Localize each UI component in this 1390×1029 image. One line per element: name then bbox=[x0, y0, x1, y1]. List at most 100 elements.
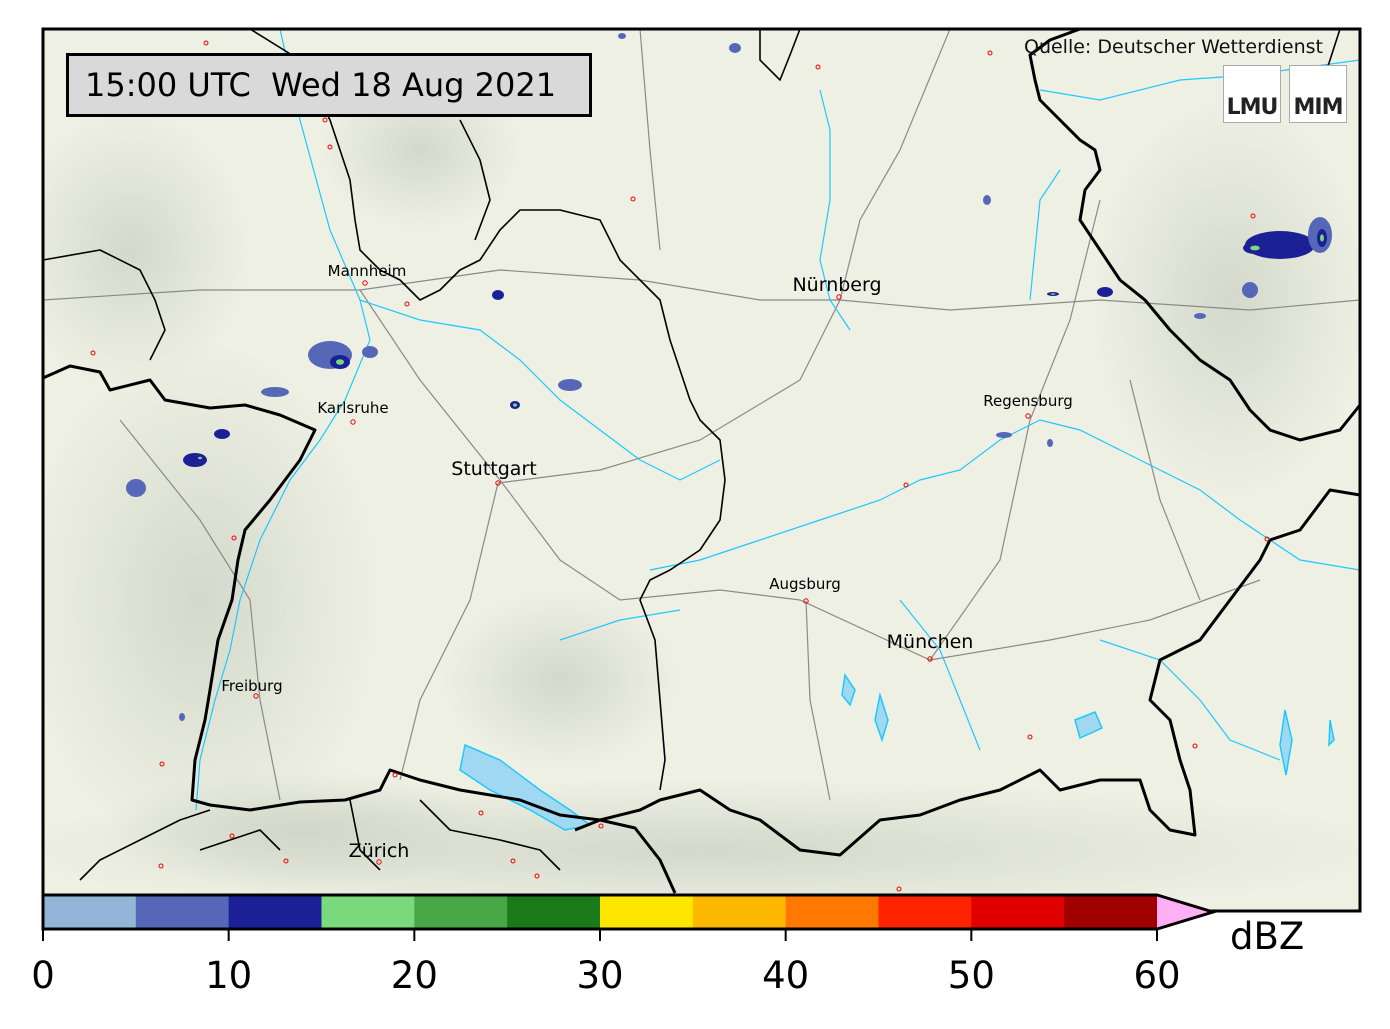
lake bbox=[841, 672, 856, 707]
mim-logo: MIM bbox=[1289, 65, 1347, 123]
city-label: Regensburg bbox=[983, 392, 1073, 410]
city-label: Freiburg bbox=[221, 677, 283, 695]
radar-echoes bbox=[126, 33, 1332, 721]
city-markers bbox=[90, 40, 1270, 892]
city-label: Augsburg bbox=[769, 575, 841, 593]
radar-echo bbox=[214, 429, 230, 439]
town-dot bbox=[896, 886, 902, 892]
city-dot bbox=[362, 280, 368, 286]
colorbar-outline bbox=[41, 893, 1219, 931]
lake bbox=[874, 692, 889, 743]
rivers bbox=[195, 29, 1360, 811]
radar-echo bbox=[126, 479, 146, 497]
colorbar bbox=[41, 893, 1219, 941]
radar-echo bbox=[618, 33, 626, 39]
colorbar-tick-label: 30 bbox=[576, 954, 624, 997]
source-credit: Quelle: Deutscher Wetterdienst bbox=[1024, 36, 1323, 58]
town-dot bbox=[478, 810, 484, 816]
city-dot bbox=[350, 419, 356, 425]
radar-echo bbox=[996, 432, 1012, 438]
radar-echo bbox=[1194, 313, 1206, 319]
city-label: Stuttgart bbox=[451, 458, 537, 480]
town-dot bbox=[534, 873, 540, 879]
colorbar-extend-arrow bbox=[1157, 895, 1213, 929]
colorbar-tick-label: 40 bbox=[762, 954, 810, 997]
colorbar-bin bbox=[43, 895, 137, 929]
town-dot bbox=[598, 823, 604, 829]
radar-echo-core bbox=[1320, 234, 1324, 242]
colorbar-tick-label: 50 bbox=[947, 954, 995, 997]
radar-echo bbox=[261, 387, 289, 397]
colorbar-bin bbox=[971, 895, 1065, 929]
town-dot bbox=[159, 761, 165, 767]
town-dot bbox=[1192, 743, 1198, 749]
colorbar-bin bbox=[785, 895, 879, 929]
city-dot bbox=[376, 859, 382, 865]
colorbar-tick-label: 60 bbox=[1133, 954, 1181, 997]
town-dot bbox=[322, 117, 328, 123]
lmu-logo: LMU bbox=[1223, 65, 1281, 123]
town-dot bbox=[229, 833, 235, 839]
city-dot bbox=[803, 598, 809, 604]
town-dot bbox=[1264, 536, 1270, 542]
terrain-shading bbox=[43, 70, 1360, 911]
radar-echo bbox=[1047, 439, 1053, 447]
radar-echo bbox=[1097, 287, 1113, 297]
colorbar-unit: dBZ bbox=[1230, 915, 1305, 958]
town-dot bbox=[815, 64, 821, 70]
lake bbox=[1328, 719, 1335, 747]
lake bbox=[1279, 709, 1293, 776]
radar-echo-core bbox=[1050, 293, 1056, 295]
town-dot bbox=[630, 196, 636, 202]
town-dot bbox=[158, 863, 164, 869]
colorbar-tick-label: 10 bbox=[205, 954, 253, 997]
city-label: München bbox=[886, 631, 974, 653]
borders bbox=[43, 29, 1360, 894]
city-dot bbox=[495, 480, 501, 486]
colorbar-bin bbox=[507, 895, 601, 929]
radar-echo-core bbox=[513, 403, 517, 407]
city-label: Zürich bbox=[348, 840, 410, 862]
city-dot bbox=[836, 294, 842, 300]
colorbar-bin bbox=[600, 895, 694, 929]
radar-echo bbox=[1242, 282, 1258, 298]
town-dot bbox=[987, 50, 993, 56]
radar-echo-core bbox=[336, 359, 344, 365]
town-dot bbox=[404, 301, 410, 307]
city-dot bbox=[927, 656, 933, 662]
timestamp-label: 15:00 UTC Wed 18 Aug 2021 bbox=[66, 53, 592, 117]
city-label: Karlsruhe bbox=[317, 399, 389, 417]
colorbar-tick-label: 20 bbox=[390, 954, 438, 997]
town-dot bbox=[283, 858, 289, 864]
city-dot bbox=[1025, 413, 1031, 419]
radar-echo bbox=[362, 346, 378, 358]
radar-echo bbox=[729, 43, 741, 53]
colorbar-bin bbox=[135, 895, 230, 929]
radar-echo-core bbox=[1250, 245, 1260, 251]
city-label: Nürnberg bbox=[792, 274, 882, 296]
colorbar-bin bbox=[692, 895, 787, 929]
colorbar-bin bbox=[228, 895, 322, 929]
town-dot bbox=[327, 144, 333, 150]
radar-echo bbox=[492, 290, 504, 300]
town-dot bbox=[392, 772, 398, 778]
colorbar-bin bbox=[321, 895, 415, 929]
town-dot bbox=[1250, 213, 1256, 219]
colorbar-bin bbox=[1064, 895, 1158, 929]
colorbar-tick-label: 0 bbox=[31, 954, 55, 997]
town-dot bbox=[903, 482, 909, 488]
lake bbox=[1074, 711, 1103, 740]
radar-echo bbox=[179, 713, 185, 721]
roads bbox=[43, 29, 1360, 801]
town-dot bbox=[231, 535, 237, 541]
lakes bbox=[459, 672, 1335, 831]
city-dot bbox=[253, 693, 259, 699]
town-dot bbox=[510, 858, 516, 864]
radar-echo bbox=[983, 195, 991, 205]
town-dot bbox=[203, 40, 209, 46]
colorbar-bin bbox=[414, 895, 508, 929]
city-label: Mannheim bbox=[327, 262, 407, 280]
town-dot bbox=[1027, 734, 1033, 740]
radar-echo-core bbox=[198, 456, 202, 460]
